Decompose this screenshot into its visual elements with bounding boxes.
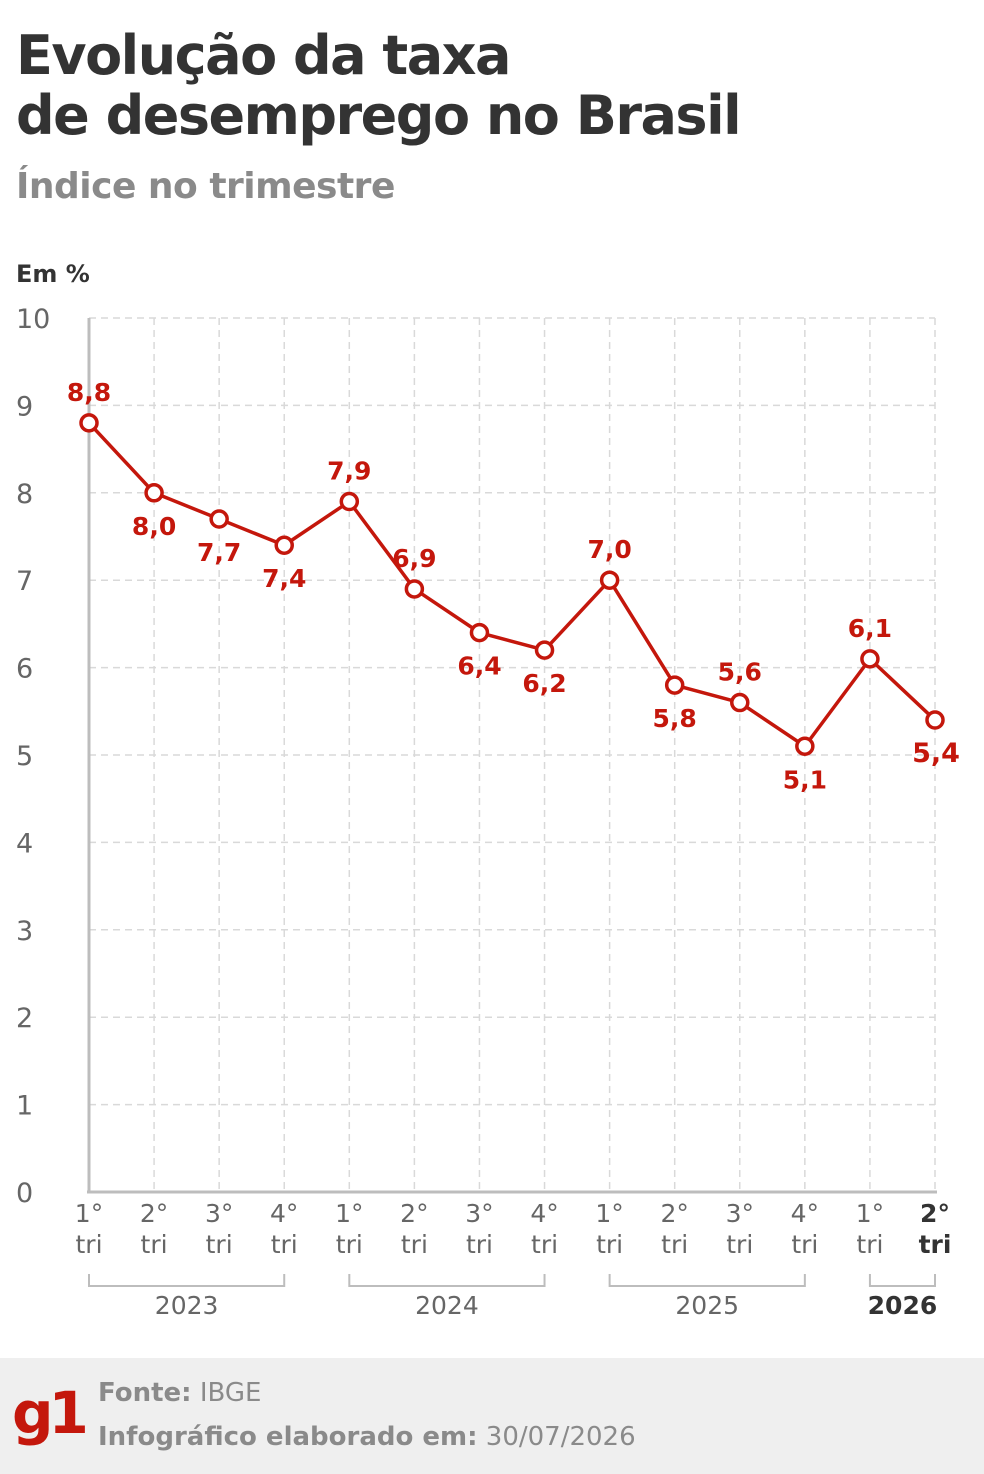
x-tick-label-tri: tri: [596, 1230, 623, 1259]
x-tick-label-tri: tri: [206, 1230, 233, 1259]
data-label: 6,9: [392, 544, 436, 573]
data-point: [469, 622, 490, 643]
date-line: Infográfico elaborado em: 30/07/2026: [98, 1420, 636, 1454]
data-point: [730, 692, 750, 713]
data-label: 8,0: [132, 512, 176, 541]
data-label: 6,1: [848, 614, 892, 643]
x-tick-label-quarter: 4°: [530, 1199, 558, 1228]
x-tick-label-quarter: 4°: [791, 1199, 819, 1228]
data-label: 7,0: [587, 535, 631, 564]
x-tick-label-tri: tri: [919, 1230, 952, 1259]
data-label: 7,7: [197, 538, 241, 567]
year-bracket: [608, 1274, 806, 1287]
chart-subtitle: Índice no trimestre: [16, 166, 395, 207]
source-line: Fonte: IBGE: [98, 1376, 261, 1410]
data-point: [144, 483, 164, 503]
x-tick-label-tri: tri: [531, 1230, 558, 1259]
x-tick-label-quarter: 3°: [726, 1199, 754, 1228]
data-point: [925, 710, 945, 730]
x-tick-label-quarter: 1°: [856, 1199, 884, 1228]
x-tick-label-tri: tri: [336, 1230, 363, 1259]
series-line: [87, 421, 937, 749]
x-tick-label-tri: tri: [75, 1230, 102, 1259]
y-tick-label: 8: [16, 479, 33, 510]
source-value: IBGE: [199, 1378, 262, 1408]
data-label: 5,1: [783, 765, 827, 794]
data-label: 7,4: [262, 564, 306, 593]
data-point: [534, 640, 555, 660]
y-tick-label: 9: [16, 391, 33, 422]
x-tick-label-quarter: 1°: [335, 1199, 363, 1228]
line-chart: 0123456789101°tri2°tri3°tri4°tri1°tri2°t…: [16, 304, 960, 1320]
x-tick-label-quarter: 4°: [270, 1199, 298, 1228]
x-tick-label-tri: tri: [856, 1230, 883, 1259]
x-tick-label-quarter: 2°: [140, 1199, 168, 1228]
date-value: 30/07/2026: [485, 1422, 636, 1452]
data-label: 5,8: [653, 704, 697, 733]
x-tick-label-tri: tri: [726, 1230, 753, 1259]
data-point: [795, 736, 815, 757]
y-tick-label: 2: [16, 1003, 33, 1034]
y-tick-label: 6: [16, 654, 33, 685]
x-tick-label-tri: tri: [141, 1230, 168, 1259]
year-bracket: [348, 1274, 546, 1287]
data-point: [339, 491, 360, 512]
year-label: 2023: [155, 1291, 219, 1320]
data-label: 6,2: [522, 669, 566, 698]
y-tick-label: 1: [16, 1091, 33, 1122]
date-label: Infográfico elaborado em:: [98, 1422, 478, 1452]
x-tick-label-quarter: 1°: [75, 1199, 103, 1228]
y-tick-label: 10: [16, 304, 50, 335]
x-tick-label-quarter: 3°: [205, 1199, 233, 1228]
year-label: 2026: [868, 1291, 938, 1320]
data-point: [79, 413, 99, 433]
data-point: [599, 570, 620, 590]
chart-title: Evolução da taxa de desemprego no Brasil: [16, 24, 742, 147]
y-tick-label: 0: [16, 1178, 33, 1209]
data-label: 6,4: [457, 652, 501, 681]
data-label: 8,8: [67, 378, 111, 407]
x-tick-label-quarter: 2°: [660, 1199, 688, 1228]
data-point: [404, 579, 425, 599]
x-tick-label-tri: tri: [401, 1230, 428, 1259]
year-bracket: [88, 1274, 286, 1287]
year-bracket: [868, 1274, 936, 1287]
y-tick-label: 7: [16, 566, 33, 597]
x-tick-label-tri: tri: [661, 1230, 688, 1259]
y-tick-label: 5: [16, 741, 33, 772]
title-line-1: Evolução da taxa: [16, 24, 511, 87]
footer: g1 Fonte: IBGE Infográfico elaborado em:…: [0, 1358, 984, 1474]
title-line-2: de desemprego no Brasil: [16, 84, 742, 147]
x-tick-label-tri: tri: [271, 1230, 298, 1259]
y-axis-unit-label: Em %: [16, 260, 90, 288]
x-tick-label-quarter: 2°: [400, 1199, 428, 1228]
y-tick-label: 4: [16, 828, 33, 859]
x-tick-label-quarter: 3°: [465, 1199, 493, 1228]
data-label: 5,4: [912, 738, 960, 769]
data-label: 5,6: [718, 658, 762, 687]
g1-logo: g1: [12, 1379, 89, 1447]
data-point: [209, 509, 229, 529]
year-label: 2024: [415, 1291, 479, 1320]
data-point: [664, 675, 685, 695]
x-tick-label-quarter: 2°: [920, 1199, 950, 1228]
year-label: 2025: [675, 1291, 739, 1320]
x-tick-label-tri: tri: [791, 1230, 818, 1259]
data-point: [274, 535, 294, 555]
y-tick-label: 3: [16, 916, 33, 947]
data-point: [860, 649, 880, 669]
data-label: 7,9: [327, 457, 371, 486]
x-tick-label-quarter: 1°: [595, 1199, 623, 1228]
x-tick-label-tri: tri: [466, 1230, 493, 1259]
source-label: Fonte:: [98, 1378, 192, 1408]
